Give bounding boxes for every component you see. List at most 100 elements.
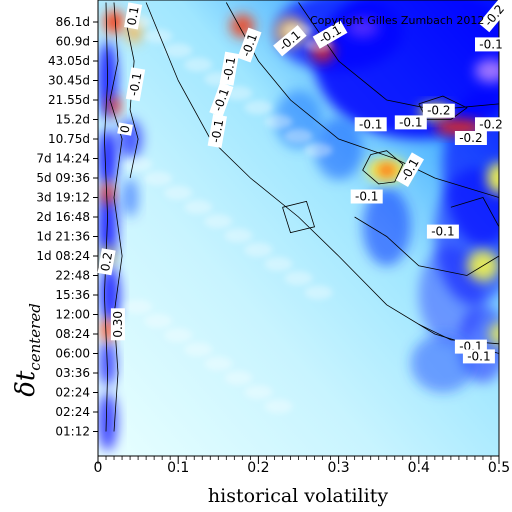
y-tick-label: 01:12 — [55, 425, 90, 439]
y-axis-label-main: δt — [11, 370, 41, 397]
contour-label-text: -0.2 — [459, 131, 482, 145]
contour-label-bg — [350, 189, 383, 204]
contour-label-bg — [354, 117, 387, 132]
x-axis: 0 0.1 0.2 0.3 0.4 0.5 — [94, 456, 510, 476]
y-tick-label: 22:48 — [55, 269, 90, 283]
heatmap-streak — [244, 385, 273, 400]
copyright-text: Copyright Gilles Zumbach 2012 — [310, 14, 484, 27]
heatmap-streak — [284, 271, 313, 286]
heatmap-streak — [164, 43, 193, 58]
heatmap-streak — [164, 328, 193, 343]
contour-label: -0.1 — [394, 115, 427, 130]
contour-label-text: -0.1 — [359, 117, 382, 131]
x-tick-label: 0.5 — [488, 460, 510, 476]
contour-label-bg — [273, 25, 307, 57]
heatmap-blob — [98, 129, 118, 188]
heatmap-streak — [144, 313, 173, 328]
y-tick-label: 12:00 — [55, 308, 90, 322]
contour-label-bg — [209, 82, 234, 118]
x-tick-label: 0.4 — [408, 460, 430, 476]
contour-label: -0.2 — [454, 131, 487, 145]
heatmap-streak — [304, 143, 333, 158]
y-tick-label: 1d 21:36 — [36, 230, 90, 244]
heatmap-streak — [124, 299, 153, 314]
contour-label-bg — [475, 117, 507, 132]
contour-label: 0.2 — [97, 248, 116, 276]
x-axis-label: historical volatility — [208, 485, 388, 507]
svg-text:δtcentered: δtcentered — [11, 303, 44, 397]
contour-label: -0.2 — [422, 103, 455, 118]
contour-label: -0.1 — [219, 51, 239, 86]
contour-label-bg — [454, 131, 487, 145]
y-tick-label: 60.9d — [56, 35, 90, 49]
y-tick-label: 10.75d — [48, 132, 90, 146]
y-axis-label-subscript: centered — [26, 303, 44, 371]
contour-label-text: -0.1 — [208, 118, 226, 143]
contour-label-bg — [124, 2, 143, 30]
contour-labels: -0.1 -0.1 -0.1 -0.1 -0.1 -0.1 -0.1 -0.1 -0.1 -0.2… — [97, 0, 510, 364]
heatmap-blob — [346, 18, 379, 38]
contour-label: -0.1 — [354, 117, 387, 132]
contour-label-bg — [219, 51, 239, 86]
y-tick-label: 15:36 — [55, 288, 90, 302]
y-tick-label: 08:24 — [55, 327, 90, 341]
heatmap-streak — [304, 285, 333, 300]
contour-line — [354, 216, 499, 276]
y-tick-label: 06:00 — [55, 347, 90, 361]
heatmap-blob — [377, 164, 397, 177]
heatmap-blob — [474, 59, 499, 83]
contour-label-text: -0.1 — [479, 37, 502, 51]
heatmap-blob — [489, 322, 499, 346]
contour-label-bg — [394, 115, 427, 130]
contour-label-text: -0.1 — [127, 71, 145, 96]
contour-label: 0.30 — [110, 308, 125, 341]
contour-label-text: -0.1 — [431, 225, 454, 239]
heatmap-blob — [101, 318, 115, 342]
x-tick-label: 0.2 — [247, 460, 269, 476]
heatmap-streak — [204, 356, 233, 371]
contour-label-bg — [237, 27, 262, 63]
contour-label-bg — [117, 122, 133, 136]
contour-label-text: -0.2 — [479, 117, 502, 131]
contour-line — [145, 2, 499, 354]
heatmap-streak — [164, 185, 193, 200]
contour-label-text: -0.2 — [427, 104, 450, 118]
contour-label-bg — [422, 103, 455, 118]
heatmap-blob — [107, 96, 121, 116]
x-tick-label: 0 — [94, 460, 103, 476]
contour-label-bg — [478, 0, 510, 33]
contour-label-text: 0.30 — [111, 311, 125, 338]
contour-line — [103, 2, 109, 432]
contour-line — [225, 2, 499, 198]
contour-label: -0.1 — [426, 224, 459, 239]
contour-label-text: 0 — [118, 124, 133, 134]
y-tick-label: 7d 14:24 — [36, 152, 90, 166]
y-tick-label: 15.2d — [56, 113, 90, 127]
contour-label-text: 0.2 — [98, 251, 115, 272]
contour-label-bg — [462, 349, 495, 364]
y-tick-label: 1d 08:24 — [36, 249, 90, 263]
x-tick-label: 0.1 — [167, 460, 189, 476]
y-tick-label: 43.05d — [48, 54, 90, 68]
heatmap-blob — [101, 181, 115, 206]
contour-label-bg — [125, 67, 146, 102]
heatmap-streak — [144, 171, 173, 186]
contour-label: -0.2 — [475, 117, 507, 132]
heatmap-blob — [362, 187, 411, 266]
heatmap-streak — [224, 370, 253, 385]
contour-label-text: -0.1 — [399, 115, 422, 129]
heatmap-blob — [122, 178, 139, 217]
contour-label-text: -0.1 — [355, 190, 378, 204]
contour-line — [362, 150, 404, 185]
heatmap-blob — [98, 187, 118, 266]
y-tick-label: 03:36 — [55, 366, 90, 380]
heatmap-streak — [124, 157, 153, 172]
contour-label-bg — [426, 224, 459, 239]
y-tick-label: 30.45d — [48, 74, 90, 88]
contour-line — [109, 2, 123, 432]
y-tick-label: 02:24 — [55, 386, 90, 400]
y-tick-label: 2d 16:48 — [36, 210, 90, 224]
heatmap-streak — [244, 242, 273, 257]
contour-label-bg — [97, 248, 116, 276]
